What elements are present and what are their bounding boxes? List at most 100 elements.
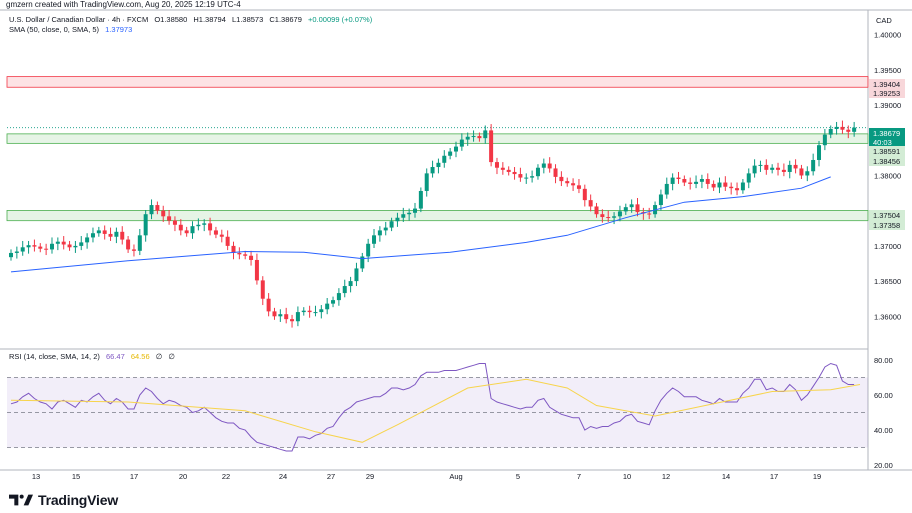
candle — [418, 187, 423, 213]
candle — [38, 243, 43, 253]
candle-body — [524, 177, 529, 179]
time-tick-label: 10 — [623, 472, 631, 481]
price-tick-label: 1.39500 — [874, 66, 901, 75]
candle — [331, 296, 336, 308]
candle-body — [711, 183, 716, 188]
price-tick-label: 1.39000 — [874, 101, 901, 110]
time-tick-label: 15 — [72, 472, 80, 481]
candle-body — [225, 236, 230, 246]
price-tag-bg — [869, 210, 905, 220]
candle-body — [717, 182, 722, 188]
candle — [846, 125, 851, 139]
candle — [442, 150, 447, 168]
candle-body — [55, 241, 60, 244]
candle — [377, 226, 382, 242]
symbol-name[interactable]: U.S. Dollar / Canadian Dollar · 4h · FXC… — [9, 15, 149, 24]
candle — [623, 203, 628, 215]
sma-label[interactable]: SMA (50, close, 0, SMA, 5) — [9, 25, 100, 34]
candle-body — [670, 177, 675, 184]
candle — [535, 164, 540, 180]
candle-body — [342, 286, 347, 294]
candle-body — [331, 300, 336, 304]
candle-body — [852, 127, 857, 132]
candle-body — [811, 159, 816, 172]
candle-body — [360, 256, 365, 269]
candle-body — [178, 224, 183, 231]
candle — [752, 159, 757, 178]
candle-body — [483, 130, 488, 139]
price-tag-bg — [869, 88, 905, 98]
candle-body — [383, 227, 388, 231]
price-change: +0.00099 (+0.07%) — [308, 15, 373, 24]
candle-body — [9, 252, 13, 258]
price-tick-label: 1.37000 — [874, 242, 901, 251]
candle-body — [407, 212, 412, 215]
candle-body — [735, 188, 740, 191]
candle-body — [272, 311, 277, 317]
candle-body — [108, 233, 113, 237]
candle-body — [278, 314, 283, 317]
candle — [213, 226, 218, 239]
price-tag: 1.38591 — [869, 146, 905, 156]
candle-body — [448, 151, 453, 156]
time-tick-label: 17 — [130, 472, 138, 481]
candle — [465, 132, 470, 146]
candle-body — [506, 169, 511, 172]
candle-body — [688, 182, 693, 184]
candle-body — [729, 186, 734, 189]
candle-body — [143, 214, 148, 236]
candle-body — [202, 223, 207, 225]
time-tick-label: 13 — [32, 472, 40, 481]
candle-body — [617, 211, 622, 217]
price-tag-bg — [869, 79, 905, 89]
candle — [582, 184, 587, 207]
candle — [178, 219, 183, 236]
candle-body — [366, 243, 371, 257]
candle — [342, 279, 347, 298]
candle — [828, 125, 833, 139]
rsi-ma-value: 64.56 — [130, 352, 150, 361]
candle — [413, 202, 418, 218]
candle-body — [635, 204, 640, 213]
candle — [553, 164, 558, 184]
candle-body — [764, 164, 769, 170]
chart-canvas[interactable]: CAD 1.40000 1.39500 1.39000 1.38000 1.37000 1… — [0, 0, 912, 490]
candle — [73, 240, 78, 253]
ohlc-low: L1.38573 — [231, 15, 264, 24]
candle — [459, 133, 464, 151]
candle-body — [20, 247, 25, 252]
candle-body — [284, 314, 289, 320]
candle-body — [301, 310, 306, 313]
candle — [284, 307, 289, 324]
candle-body — [137, 235, 142, 251]
candle — [694, 175, 699, 189]
candle — [635, 198, 640, 217]
candle-body — [377, 230, 382, 236]
price-axis[interactable]: CAD 1.40000 1.39500 1.39000 1.38000 1.37000 1… — [874, 16, 901, 470]
time-axis[interactable]: 13 15 17 20 22 24 27 29 Aug 5 7 10 12 14 17 19 — [32, 472, 821, 481]
price-tag: 40:03 — [869, 137, 905, 147]
candle-body — [559, 176, 564, 182]
price-zones — [6, 76, 869, 222]
candle — [571, 178, 576, 191]
candle — [676, 171, 681, 184]
price-tag: 1.38456 — [869, 156, 905, 166]
rsi-label[interactable]: RSI (14, close, SMA, 14, 2) — [9, 352, 100, 361]
price-tick-label: 1.38000 — [874, 171, 901, 180]
candle-body — [758, 164, 763, 166]
candle-body — [249, 255, 254, 260]
candle-body — [231, 245, 236, 253]
candle-body — [565, 181, 570, 184]
candle-body — [787, 164, 792, 172]
candle — [430, 160, 435, 178]
candlesticks[interactable] — [9, 120, 857, 328]
candle — [729, 182, 734, 195]
candle — [477, 132, 482, 142]
candle — [758, 160, 763, 172]
candle — [448, 148, 453, 160]
brand-name: TradingView — [38, 492, 119, 508]
sma-path — [10, 176, 831, 273]
candle-body — [594, 206, 599, 215]
candle — [518, 167, 523, 182]
candle — [336, 288, 341, 306]
